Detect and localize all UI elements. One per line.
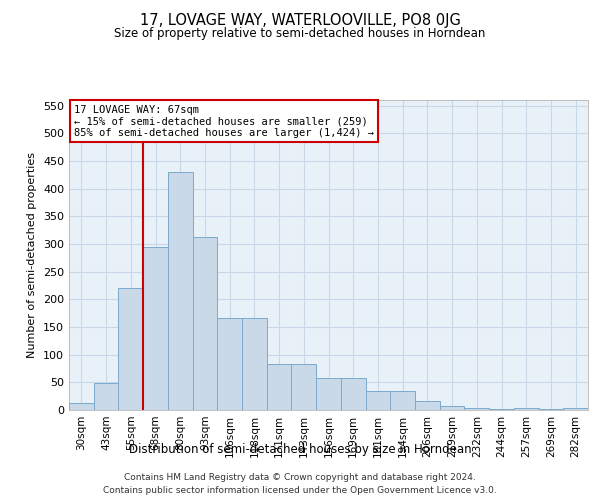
Text: 17, LOVAGE WAY, WATERLOOVILLE, PO8 0JG: 17, LOVAGE WAY, WATERLOOVILLE, PO8 0JG xyxy=(140,12,460,28)
Bar xyxy=(316,378,341,410)
Bar xyxy=(292,364,316,410)
Bar xyxy=(143,246,168,410)
Bar xyxy=(168,172,193,410)
Bar xyxy=(118,288,143,410)
Bar xyxy=(217,318,242,410)
Bar xyxy=(69,404,94,410)
Bar xyxy=(193,236,217,410)
Text: Distribution of semi-detached houses by size in Horndean: Distribution of semi-detached houses by … xyxy=(128,442,472,456)
Bar xyxy=(390,390,415,410)
Bar xyxy=(415,400,440,410)
Text: 17 LOVAGE WAY: 67sqm
← 15% of semi-detached houses are smaller (259)
85% of semi: 17 LOVAGE WAY: 67sqm ← 15% of semi-detac… xyxy=(74,104,374,138)
Y-axis label: Number of semi-detached properties: Number of semi-detached properties xyxy=(28,152,37,358)
Bar xyxy=(440,406,464,410)
Bar xyxy=(489,409,514,410)
Text: Contains public sector information licensed under the Open Government Licence v3: Contains public sector information licen… xyxy=(103,486,497,495)
Bar xyxy=(267,364,292,410)
Bar xyxy=(242,318,267,410)
Text: Size of property relative to semi-detached houses in Horndean: Size of property relative to semi-detach… xyxy=(115,28,485,40)
Bar xyxy=(563,408,588,410)
Bar xyxy=(94,384,118,410)
Bar xyxy=(464,408,489,410)
Text: Contains HM Land Registry data © Crown copyright and database right 2024.: Contains HM Land Registry data © Crown c… xyxy=(124,472,476,482)
Bar xyxy=(514,408,539,410)
Bar xyxy=(341,378,365,410)
Bar xyxy=(539,409,563,410)
Bar xyxy=(365,390,390,410)
